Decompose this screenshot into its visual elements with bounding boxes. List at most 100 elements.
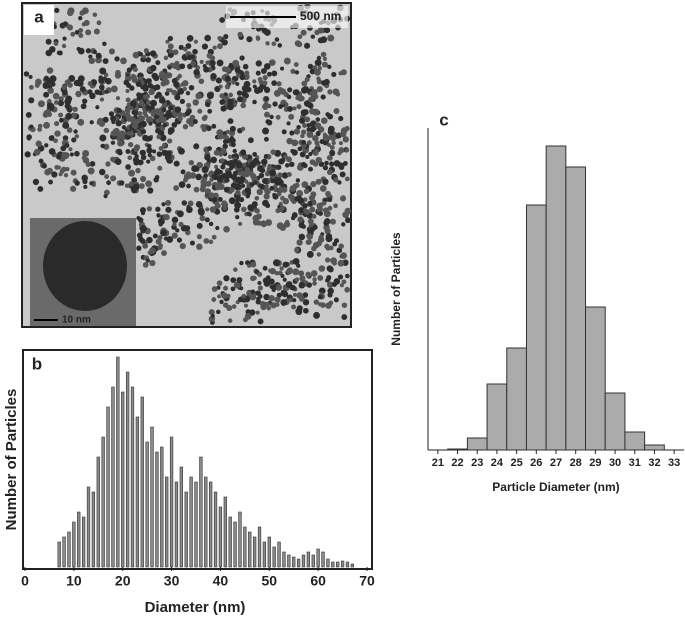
particle: [224, 83, 231, 90]
particle: [286, 121, 291, 126]
particle: [44, 143, 49, 148]
particle: [104, 89, 109, 94]
particle: [296, 124, 301, 130]
bar: [277, 541, 281, 568]
bar: [160, 446, 164, 568]
particle: [244, 187, 252, 194]
particle: [223, 33, 229, 40]
particle: [48, 179, 53, 185]
particle: [129, 130, 135, 136]
y-axis-title: Number of Particles: [3, 389, 20, 531]
particle: [227, 118, 234, 125]
particle: [327, 281, 334, 288]
particle: [315, 156, 322, 164]
particle: [304, 42, 311, 49]
particle: [322, 178, 329, 186]
particle: [234, 201, 242, 209]
particle: [254, 195, 260, 201]
particle: [302, 292, 309, 298]
x-tick-label: 60: [310, 573, 326, 589]
particle: [224, 75, 231, 82]
particle: [43, 91, 50, 98]
particle: [281, 290, 289, 298]
particle: [246, 36, 253, 43]
particle: [233, 267, 238, 272]
bar: [238, 511, 242, 568]
particle: [323, 220, 330, 227]
particle: [77, 118, 85, 126]
particle: [202, 114, 208, 120]
particle: [182, 124, 189, 130]
bar: [306, 551, 311, 568]
particle: [242, 63, 249, 70]
particle: [261, 103, 269, 110]
particle: [326, 277, 331, 282]
particle: [138, 51, 143, 57]
particle: [252, 84, 257, 89]
particle: [125, 88, 130, 94]
x-tick-label: 26: [530, 457, 542, 469]
particle: [219, 93, 225, 99]
particle: [211, 234, 217, 240]
particle: [137, 111, 143, 116]
bar: [326, 558, 330, 568]
particle: [26, 134, 32, 140]
particle: [235, 81, 240, 87]
particle: [235, 161, 243, 169]
particle: [323, 27, 331, 34]
particle: [62, 21, 68, 27]
particle: [313, 311, 320, 319]
particle: [309, 126, 316, 133]
particle: [317, 26, 325, 34]
particle: [64, 143, 70, 149]
particle: [37, 123, 43, 129]
particle: [205, 207, 210, 212]
particle: [173, 81, 180, 88]
particle: [156, 213, 161, 218]
particle: [188, 159, 195, 166]
particle: [46, 67, 54, 74]
particle: [287, 267, 293, 273]
particle: [177, 115, 183, 122]
x-tick-label: 22: [451, 457, 463, 469]
particle: [155, 60, 161, 66]
particle: [58, 172, 63, 177]
particle: [148, 121, 153, 126]
particle: [176, 237, 183, 243]
particle: [298, 95, 305, 102]
x-tick-label: 31: [629, 457, 641, 469]
particle: [243, 80, 251, 88]
particle: [124, 183, 130, 188]
particle: [266, 119, 273, 126]
particle: [229, 136, 235, 141]
particle: [329, 161, 335, 167]
particle: [264, 96, 269, 102]
particle: [67, 24, 74, 31]
particle: [315, 117, 321, 122]
particle: [288, 297, 294, 303]
particle: [88, 57, 96, 65]
particle: [177, 73, 182, 79]
particle: [145, 180, 152, 188]
particle: [313, 94, 319, 100]
particle: [46, 111, 53, 118]
particle: [302, 122, 308, 128]
particle: [228, 92, 234, 98]
bar: [466, 437, 488, 451]
particle: [240, 149, 247, 156]
particle: [35, 78, 42, 86]
particle: [243, 303, 248, 308]
bar: [101, 436, 105, 568]
particle: [103, 127, 110, 134]
particle: [104, 189, 110, 196]
particle: [110, 85, 118, 93]
particle: [208, 192, 215, 199]
particle: [127, 142, 134, 148]
particle: [102, 58, 109, 65]
particle: [155, 206, 161, 212]
bar: [311, 554, 315, 568]
particle: [296, 41, 303, 48]
particle: [205, 125, 212, 132]
particle: [82, 98, 88, 104]
particle: [299, 118, 305, 124]
